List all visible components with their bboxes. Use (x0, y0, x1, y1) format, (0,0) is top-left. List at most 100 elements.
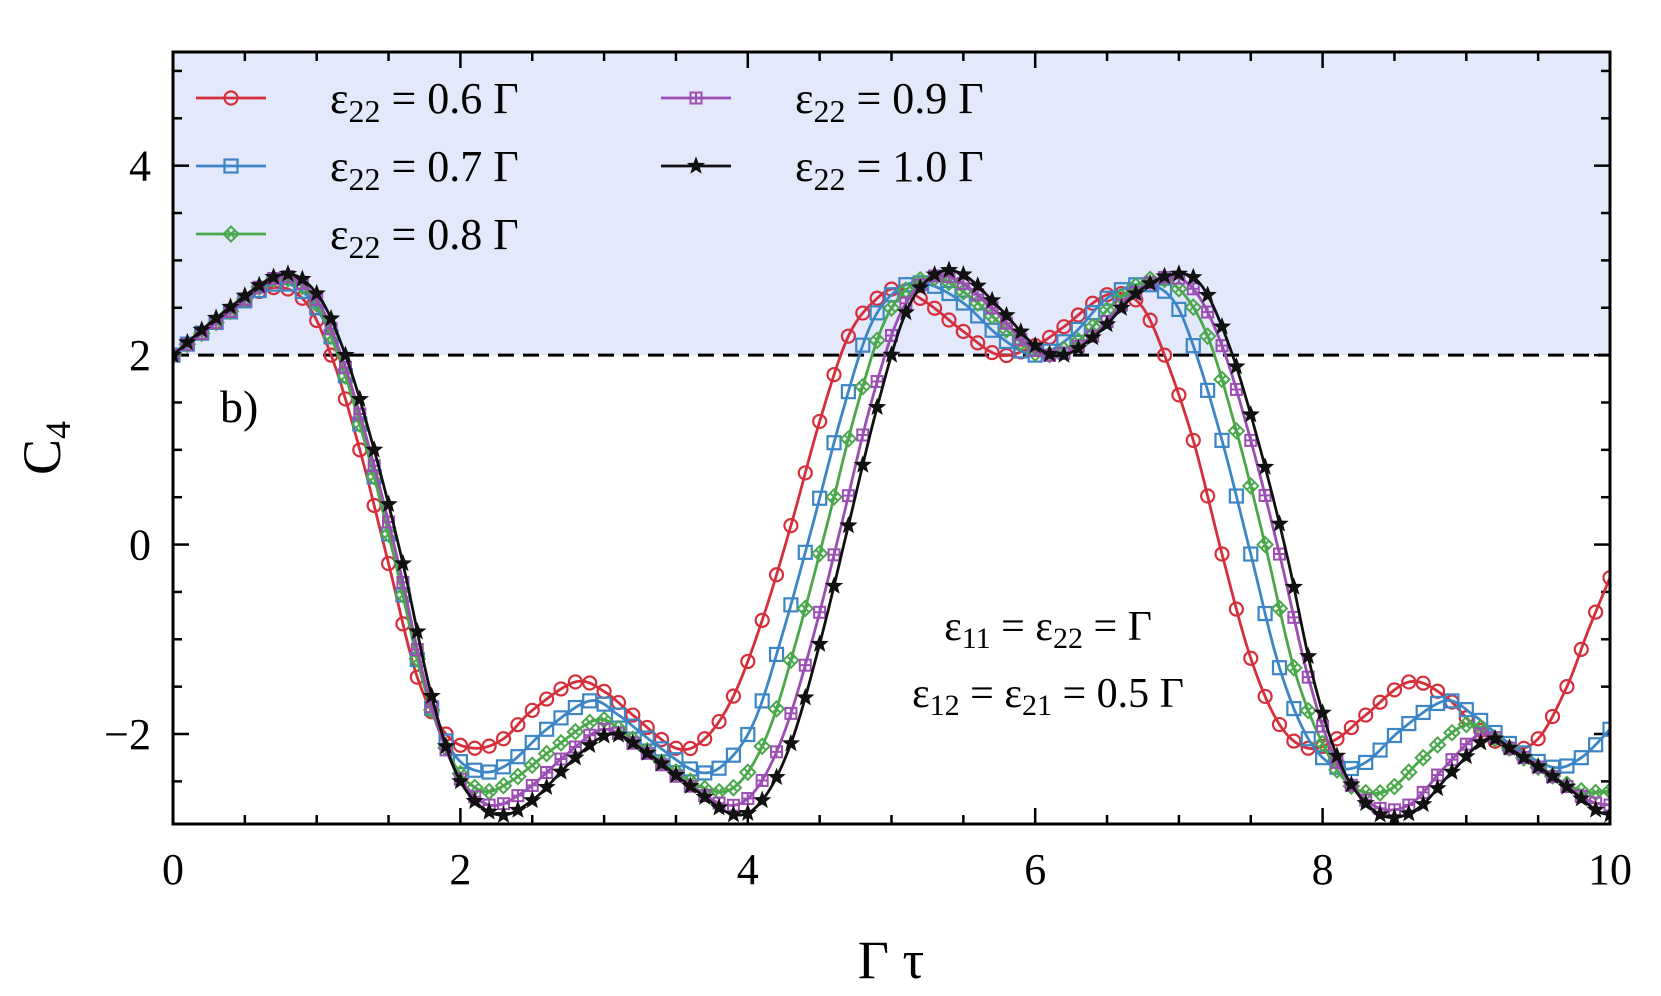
series-marker (1514, 747, 1533, 766)
series-marker (1299, 646, 1318, 665)
series-marker (652, 753, 671, 772)
series-marker (1069, 338, 1088, 357)
series-marker (1198, 327, 1217, 346)
series-marker (539, 691, 555, 707)
series-marker (724, 778, 743, 797)
series-marker (682, 761, 698, 777)
series-marker (970, 335, 986, 351)
series-marker (510, 717, 526, 733)
y-axis-title: C4 (12, 421, 78, 475)
legend-marker (223, 90, 239, 106)
series-marker (781, 733, 801, 752)
series-marker (1572, 788, 1591, 807)
series-marker (1371, 783, 1389, 802)
series-marker (1270, 514, 1289, 532)
series-marker (826, 435, 842, 451)
series-marker (870, 375, 884, 389)
series-marker (1401, 674, 1417, 690)
x-tick-label: 0 (162, 845, 184, 894)
series-marker (853, 455, 872, 473)
series-marker (436, 736, 456, 755)
series-marker (639, 719, 655, 736)
series-marker (1443, 723, 1461, 742)
series-marker (1386, 727, 1403, 744)
series-marker (350, 389, 369, 408)
series-marker (1573, 641, 1589, 657)
series-marker (1214, 546, 1230, 562)
series-marker (1588, 604, 1604, 620)
legend-label: ε22 = 0.8 Γ (330, 210, 519, 265)
series-marker (1399, 803, 1418, 822)
series-marker (1056, 319, 1072, 335)
series-marker (307, 283, 326, 302)
series-marker (827, 548, 841, 562)
series-marker (479, 802, 499, 820)
series-marker (582, 675, 598, 691)
series-marker (1011, 322, 1030, 340)
series-marker (1358, 754, 1374, 771)
series-marker (1200, 488, 1216, 504)
series-marker (781, 651, 800, 670)
series-marker (1272, 547, 1286, 561)
series-marker (1343, 719, 1359, 736)
series-marker (1286, 733, 1302, 749)
series-marker (250, 275, 269, 294)
series-marker (1156, 347, 1173, 363)
series-marker (1401, 715, 1417, 732)
series-marker (840, 328, 856, 344)
axis-labels: 0 2 4 6 8 10 −2 0 2 4 (104, 142, 1632, 894)
series-marker (1485, 729, 1505, 747)
y-tick-label: 0 (129, 521, 151, 570)
series-marker (1299, 701, 1318, 720)
series-marker (784, 706, 798, 720)
series-marker (537, 777, 556, 796)
series-marker (1327, 746, 1347, 764)
series-marker (1442, 762, 1462, 780)
series-marker (841, 489, 855, 503)
y-tick-label: 2 (129, 331, 151, 380)
series-marker (939, 260, 959, 278)
legend-item: ε22 = 0.6 Γ (196, 74, 519, 129)
series-marker (1543, 766, 1562, 785)
series-marker (1457, 715, 1476, 734)
series-marker (567, 674, 583, 690)
series-marker (941, 285, 957, 302)
series-marker (1284, 658, 1303, 677)
series-marker (1528, 756, 1548, 775)
series-marker (623, 733, 642, 751)
series-marker (1212, 317, 1232, 335)
legend-item: ε22 = 1.0 Γ (661, 142, 984, 197)
series-marker (1257, 688, 1273, 705)
series-marker (594, 726, 614, 744)
series-marker (1258, 488, 1272, 502)
series-marker (968, 276, 987, 294)
series-marker (508, 800, 528, 818)
plot-frame (171, 50, 1612, 826)
series-marker (1201, 305, 1215, 319)
x-tick-label: 4 (737, 845, 759, 894)
series-marker (1156, 283, 1173, 299)
series-marker (768, 567, 785, 583)
series-marker (855, 337, 871, 353)
series-marker (494, 805, 513, 823)
x-tick-label: 2 (449, 845, 471, 894)
series-marker (1386, 682, 1403, 698)
series-marker (738, 763, 757, 782)
series-marker (1603, 798, 1610, 812)
series-marker (465, 791, 484, 809)
series-marker (553, 681, 569, 697)
series-marker (1256, 535, 1275, 554)
series-marker (1184, 267, 1203, 286)
series-marker (596, 696, 612, 712)
series-marker (1126, 283, 1145, 302)
series-marker (812, 413, 828, 430)
legend-label: ε22 = 0.7 Γ (330, 142, 519, 197)
series-marker (767, 699, 786, 718)
series-marker (1186, 282, 1200, 296)
series-marker (869, 290, 885, 306)
series-marker (1602, 570, 1610, 586)
series-marker (955, 323, 971, 340)
series-marker (1428, 735, 1447, 754)
series-marker (1399, 763, 1418, 782)
series-marker (523, 790, 542, 809)
